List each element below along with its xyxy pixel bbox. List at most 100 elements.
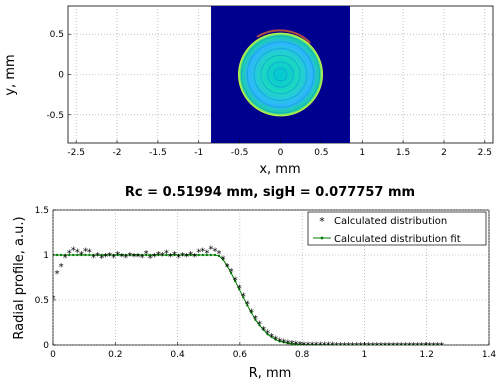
fit-point <box>302 343 306 345</box>
data-point: * <box>269 332 274 343</box>
fit-point <box>306 343 310 345</box>
data-point: * <box>184 252 189 263</box>
fit-point <box>395 343 399 345</box>
fit-point <box>59 253 63 257</box>
fit-point <box>387 343 391 345</box>
fit-point <box>294 342 298 345</box>
beam-ring <box>260 54 301 95</box>
data-point: * <box>261 325 266 336</box>
data-point: * <box>306 340 311 351</box>
data-point: * <box>140 253 145 264</box>
fit-point <box>55 253 59 257</box>
data-point: * <box>358 341 363 352</box>
data-point: * <box>79 250 84 261</box>
fit-point <box>63 253 67 257</box>
data-point: * <box>103 252 108 263</box>
bottom-xtick-label: 0.4 <box>170 350 185 360</box>
fit-point <box>140 253 144 257</box>
data-point: * <box>216 249 221 260</box>
fit-point <box>193 253 196 257</box>
fit-point <box>371 343 375 345</box>
data-point: * <box>281 337 286 348</box>
fit-point <box>165 253 168 257</box>
fit-point <box>383 343 387 345</box>
bottom-ytick-label: 1 <box>43 251 49 261</box>
bottom-ticks: 0 0.2 0.4 0.6 0.8 1 1.2 1.4 0 0.5 1 1.5 <box>35 206 497 360</box>
beam-ring <box>273 67 288 82</box>
data-point: * <box>399 341 404 352</box>
fit-point <box>428 343 431 345</box>
data-point: * <box>285 338 290 349</box>
data-point: * <box>168 252 173 263</box>
fit-point <box>148 253 152 257</box>
beam-spot <box>238 32 323 117</box>
fit-point <box>124 253 128 257</box>
beam-ring <box>267 61 294 88</box>
fit-point <box>120 253 124 257</box>
data-point: * <box>431 341 436 352</box>
data-point: * <box>95 251 100 262</box>
data-point: * <box>237 283 242 294</box>
data-point: * <box>91 253 96 264</box>
data-point: * <box>302 340 307 351</box>
data-point: * <box>208 245 213 256</box>
fit-point <box>213 253 217 257</box>
fit-point <box>266 333 269 336</box>
top-ytick-label: -0.5 <box>46 111 64 121</box>
data-point: * <box>212 247 217 258</box>
data-point: * <box>136 252 141 263</box>
bottom-xtick-label: 1.2 <box>420 350 434 360</box>
data-point: * <box>310 341 315 352</box>
data-point: * <box>273 335 278 346</box>
data-point: * <box>403 341 408 352</box>
fit-point <box>177 253 180 257</box>
data-point: * <box>119 252 124 263</box>
data-point: * <box>423 341 428 352</box>
bottom-ylabel: Radial profile, a.u.) <box>12 216 27 339</box>
legend: * Calculated distribution Calculated dis… <box>307 211 487 246</box>
data-point: * <box>439 341 444 352</box>
top-ytick-label: 0 <box>58 71 64 81</box>
data-point: * <box>346 341 351 352</box>
bottom-xtick-label: 0 <box>50 350 56 360</box>
fit-point <box>116 253 119 257</box>
bottom-xtick-label: 1.4 <box>482 350 497 360</box>
data-point: * <box>71 246 76 257</box>
fit-point <box>375 343 379 345</box>
bottom-xtick-label: 0.2 <box>108 350 122 360</box>
legend-dot-fit <box>320 236 324 240</box>
fit-point <box>76 253 79 257</box>
legend-box <box>307 211 487 246</box>
fit-point <box>112 253 115 257</box>
data-point: * <box>164 248 169 259</box>
data-point: * <box>67 248 72 259</box>
data-point: * <box>277 337 282 348</box>
data-point: * <box>391 341 396 352</box>
bottom-xtick-label: 0.6 <box>233 350 248 360</box>
data-point: * <box>152 252 157 263</box>
fit-point <box>88 253 91 257</box>
data-point: * <box>330 341 335 352</box>
fit-point <box>323 343 326 345</box>
data-point: * <box>322 341 327 352</box>
data-point: * <box>342 341 347 352</box>
fit-point <box>278 340 281 343</box>
fit-point <box>246 304 249 307</box>
fit-point <box>274 338 277 341</box>
data-point: * <box>435 341 440 352</box>
beam-rings <box>240 29 321 114</box>
data-point: * <box>318 341 323 352</box>
fit-point <box>144 253 148 257</box>
fit-point <box>80 253 83 257</box>
data-point: * <box>148 254 153 265</box>
fit-point <box>424 343 427 345</box>
data-point: * <box>176 253 181 264</box>
data-point: * <box>172 250 177 261</box>
fit-series <box>53 253 443 345</box>
fit-point <box>128 253 132 257</box>
fit-point <box>132 253 136 257</box>
fit-point <box>420 343 423 345</box>
fit-point <box>343 343 346 345</box>
data-point: * <box>249 308 254 319</box>
